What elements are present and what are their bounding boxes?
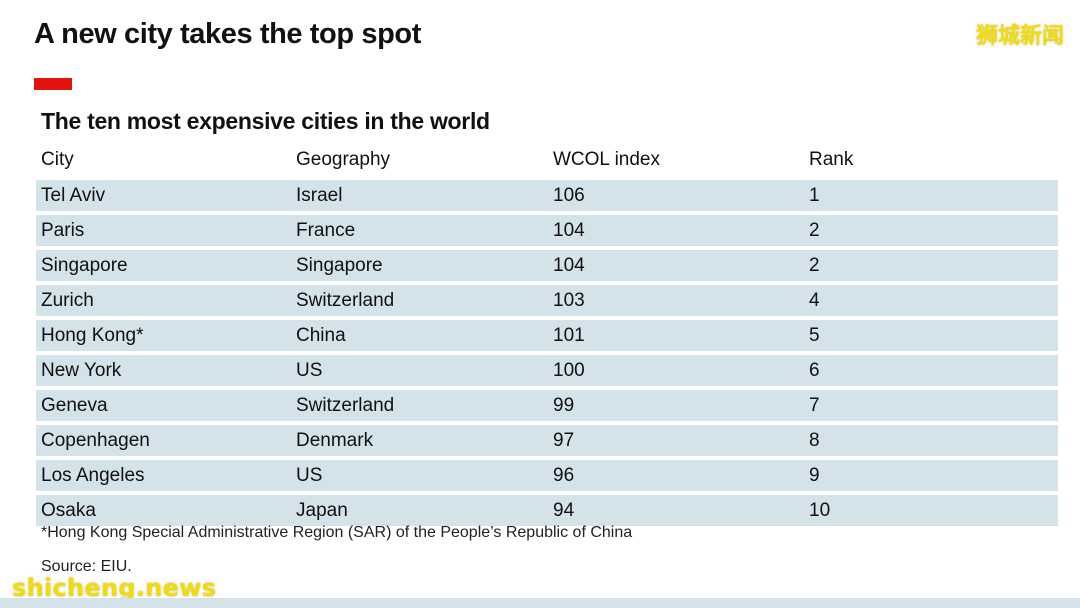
- watermark-logo-top: 狮城新闻: [975, 24, 1064, 49]
- source-note: Source: EIU.: [41, 558, 132, 575]
- cell-wcol-index: 101: [548, 320, 804, 351]
- table-header-row: City Geography WCOL index Rank: [36, 144, 1058, 176]
- cell-geography: China: [291, 320, 548, 351]
- cell-geography: Switzerland: [291, 390, 548, 421]
- cell-rank: 2: [804, 215, 1058, 246]
- cell-wcol-index: 104: [548, 250, 804, 281]
- cell-geography: Singapore: [291, 250, 548, 281]
- cell-rank: 9: [804, 460, 1058, 491]
- cell-wcol-index: 96: [548, 460, 804, 491]
- column-header-rank: Rank: [809, 149, 854, 170]
- cell-wcol-index: 94: [548, 495, 804, 526]
- cell-geography: Japan: [291, 495, 548, 526]
- table-row: Tel Aviv Israel 106 1: [36, 180, 1058, 211]
- cell-rank: 4: [804, 285, 1058, 316]
- cell-geography: US: [291, 355, 548, 386]
- cell-city: Geneva: [36, 390, 291, 421]
- column-header-city: City: [41, 149, 74, 170]
- cell-wcol-index: 106: [548, 180, 804, 211]
- cell-city: New York: [36, 355, 291, 386]
- cell-city: Tel Aviv: [36, 180, 291, 211]
- cell-wcol-index: 103: [548, 285, 804, 316]
- bottom-strip: [0, 598, 1080, 608]
- cell-city: Singapore: [36, 250, 291, 281]
- cell-city: Copenhagen: [36, 425, 291, 456]
- cell-rank: 5: [804, 320, 1058, 351]
- table-row: Los Angeles US 96 9: [36, 460, 1058, 491]
- accent-bar: [34, 78, 72, 90]
- table-row: Geneva Switzerland 99 7: [36, 390, 1058, 421]
- cost-of-living-table: City Geography WCOL index Rank Tel Aviv I…: [36, 140, 1058, 530]
- cell-city: Los Angeles: [36, 460, 291, 491]
- cell-city: Osaka: [36, 495, 291, 526]
- cell-rank: 7: [804, 390, 1058, 421]
- table-row: Copenhagen Denmark 97 8: [36, 425, 1058, 456]
- cell-geography: Switzerland: [291, 285, 548, 316]
- cell-city: Paris: [36, 215, 291, 246]
- cell-city: Zurich: [36, 285, 291, 316]
- cell-rank: 10: [804, 495, 1058, 526]
- cell-wcol-index: 99: [548, 390, 804, 421]
- table-title: The ten most expensive cities in the wor…: [41, 108, 490, 134]
- cell-geography: Israel: [291, 180, 548, 211]
- cell-geography: US: [291, 460, 548, 491]
- cell-rank: 2: [804, 250, 1058, 281]
- table-row: Zurich Switzerland 103 4: [36, 285, 1058, 316]
- cell-wcol-index: 97: [548, 425, 804, 456]
- cell-city: Hong Kong*: [36, 320, 291, 351]
- table-body: Tel Aviv Israel 106 1 Paris France 104 2 Singapo…: [36, 180, 1058, 526]
- table-row: Hong Kong* China 101 5: [36, 320, 1058, 351]
- table-row: New York US 100 6: [36, 355, 1058, 386]
- cell-rank: 8: [804, 425, 1058, 456]
- cell-rank: 6: [804, 355, 1058, 386]
- column-header-geography: Geography: [296, 149, 391, 170]
- cell-wcol-index: 104: [548, 215, 804, 246]
- cell-wcol-index: 100: [548, 355, 804, 386]
- page-title: A new city takes the top spot: [34, 18, 421, 50]
- column-header-wcol-index: WCOL index: [553, 149, 660, 170]
- watermark-logo-bottom: shicheng.news: [12, 574, 217, 602]
- table-row: Osaka Japan 94 10: [36, 495, 1058, 526]
- cell-geography: Denmark: [291, 425, 548, 456]
- cell-rank: 1: [804, 180, 1058, 211]
- footnote: *Hong Kong Special Administrative Region…: [41, 524, 633, 541]
- table-row: Singapore Singapore 104 2: [36, 250, 1058, 281]
- cell-geography: France: [291, 215, 548, 246]
- table-row: Paris France 104 2: [36, 215, 1058, 246]
